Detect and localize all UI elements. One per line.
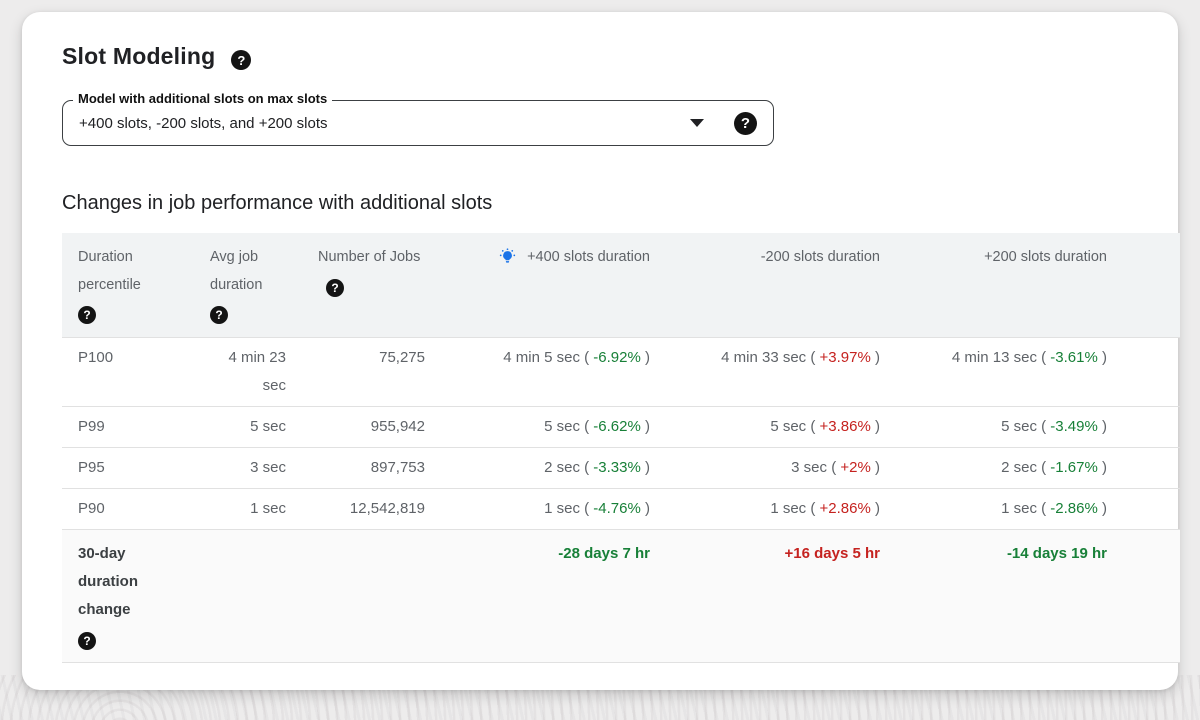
plus200-cell: 4 min 13 sec ( -3.61% ) [896,337,1180,407]
minus200-cell: 4 min 33 sec ( +3.97% ) [666,337,896,407]
avg-duration-cell: 1 sec [194,488,302,530]
percent-change: +3.97% [819,349,871,366]
job-performance-table: Duration percentile ? Avg job duration ?… [62,233,1180,663]
slot-model-select[interactable]: Model with additional slots on max slots… [62,91,774,146]
plus400-total-cell: -28 days 7 hr [441,529,666,663]
percent-change: -4.76% [593,500,641,517]
avg-duration-cell: 5 sec [194,406,302,448]
column-header-plus200-duration: +200 slots duration [896,233,1180,338]
plus200-cell: 1 sec ( -2.86% ) [896,488,1180,530]
percentile-cell: P99 [62,406,194,448]
table-header-row: Duration percentile ? Avg job duration ?… [62,233,1180,338]
percent-change: -6.62% [593,418,641,435]
slot-modeling-card: Slot Modeling ? Model with additional sl… [22,12,1180,690]
percent-change: -1.67% [1050,459,1098,476]
minus200-cell: 1 sec ( +2.86% ) [666,488,896,530]
percent-change: -6.92% [593,349,641,366]
percentile-cell: P90 [62,488,194,530]
minus200-cell: 3 sec ( +2% ) [666,447,896,489]
table-row: P90 1 sec 12,542,819 1 sec ( -4.76% ) 1 … [62,488,1180,530]
percent-change: +3.86% [819,418,871,435]
job-count-cell: 75,275 [302,337,441,407]
avg-duration-cell: 3 sec [194,447,302,489]
minus200-total-cell: +16 days 5 hr [666,529,896,663]
plus200-total-cell: -14 days 19 hr [896,529,1180,663]
percent-change: -3.33% [593,459,641,476]
column-header-plus400-duration: +400 slots duration [441,233,666,338]
chevron-down-icon [690,119,704,127]
table-row: P99 5 sec 955,942 5 sec ( -6.62% ) 5 sec… [62,406,1180,448]
help-icon[interactable]: ? [78,632,96,650]
help-icon[interactable]: ? [231,50,252,70]
lightbulb-icon [499,247,516,263]
column-header-minus200-duration: -200 slots duration [666,233,896,338]
help-icon[interactable]: ? [210,306,228,324]
table-row: P95 3 sec 897,753 2 sec ( -3.33% ) 3 sec… [62,447,1180,489]
plus400-cell: 5 sec ( -6.62% ) [441,406,666,448]
percent-change: -3.61% [1050,349,1098,366]
page-title: Slot Modeling [62,42,216,69]
job-count-cell: 12,542,819 [302,488,441,530]
help-icon[interactable]: ? [326,279,344,297]
select-label: Model with additional slots on max slots [73,91,333,106]
column-header-avg-job-duration: Avg job duration ? [194,233,302,338]
job-count-cell: 897,753 [302,447,441,489]
section-heading: Changes in job performance with addition… [62,192,493,214]
plus400-cell: 4 min 5 sec ( -6.92% ) [441,337,666,407]
help-icon[interactable]: ? [734,111,757,135]
job-count-cell: 955,942 [302,406,441,448]
select-value: +400 slots, -200 slots, and +200 slots [79,114,328,132]
duration-change-value: -28 days 7 hr [558,545,650,562]
percent-change: -3.49% [1050,418,1098,435]
percentile-cell: P95 [62,447,194,489]
duration-change-value: -14 days 19 hr [1006,545,1107,562]
title-row: Slot Modeling ? [62,42,1158,70]
duration-change-value: +16 days 5 hr [784,545,880,562]
avg-duration-cell: 4 min 23 sec [194,337,302,407]
help-icon[interactable]: ? [78,306,96,324]
percent-change: -2.86% [1050,500,1098,517]
plus400-cell: 2 sec ( -3.33% ) [441,447,666,489]
plus400-cell: 1 sec ( -4.76% ) [441,488,666,530]
plus200-cell: 5 sec ( -3.49% ) [896,406,1180,448]
column-header-duration-percentile: Duration percentile ? [62,233,194,338]
percent-change: +2.86% [819,500,871,517]
percentile-cell: P100 [62,337,194,407]
percent-change: +2% [840,459,871,476]
minus200-cell: 5 sec ( +3.86% ) [666,406,896,448]
column-header-number-of-jobs: Number of Jobs? [302,233,441,338]
plus200-cell: 2 sec ( -1.67% ) [896,447,1180,489]
table-row: P100 4 min 23 sec 75,275 4 min 5 sec ( -… [62,337,1180,407]
thirty-day-label-cell: 30-day duration change ? [62,529,194,663]
thirty-day-change-row: 30-day duration change ? -28 days 7 hr +… [62,529,1180,663]
